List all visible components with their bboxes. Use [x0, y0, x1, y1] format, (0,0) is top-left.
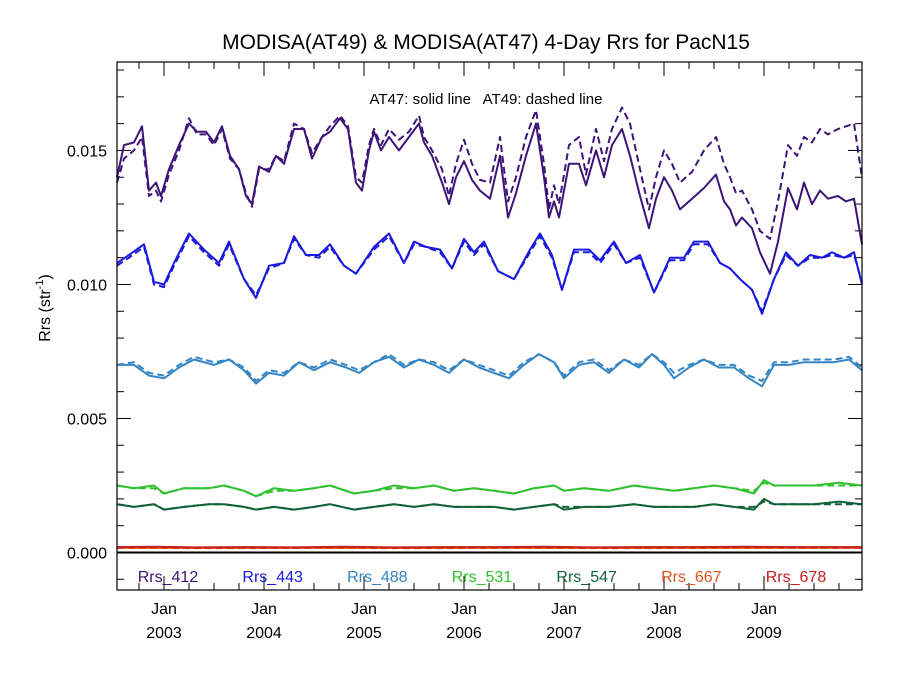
y-tick-label: 0.000	[67, 545, 107, 562]
x-tick-label-year: 2004	[246, 625, 282, 642]
series-rrs-443-dashed	[116, 235, 863, 313]
legend: Rrs_412 Rrs_443 Rrs_488 Rrs_531 Rrs_547 Rrs_6…	[138, 569, 827, 586]
plot-frame	[116, 61, 863, 591]
y-tick-label: 0.005	[67, 411, 107, 428]
legend-item-rrs-547: Rrs_547	[556, 569, 617, 586]
series-layer	[116, 106, 863, 550]
y-tick-label: 0.015	[67, 143, 107, 160]
legend-item-rrs-667: Rrs_667	[661, 569, 722, 586]
y-axis-label: Rrs (str-1)	[34, 274, 54, 342]
x-tick-label-month: Jan	[451, 601, 477, 618]
series-rrs-488-solid	[117, 353, 863, 388]
series-rrs-547-solid	[116, 497, 863, 511]
x-tick-label-month: Jan	[151, 601, 177, 618]
chart-title: MODISA(AT49) & MODISA(AT47) 4-Day Rrs fo…	[222, 31, 750, 54]
y-tick-label: 0.010	[67, 277, 107, 294]
y-axis-label-close: )	[37, 274, 54, 279]
y-axis-label-superscript: -1	[34, 280, 46, 290]
legend-item-rrs-488: Rrs_488	[347, 569, 408, 586]
series-rrs-412-dashed	[116, 106, 863, 240]
legend-item-rrs-443: Rrs_443	[242, 569, 303, 586]
x-tick-label-year: 2003	[146, 625, 182, 642]
y-axis-label-main: Rrs (str	[37, 289, 54, 342]
x-tick-label-month: Jan	[251, 601, 277, 618]
series-rrs-488-dashed	[116, 353, 863, 382]
series-rrs-678-solid	[116, 545, 862, 549]
x-tick-label-month: Jan	[651, 601, 677, 618]
series-rrs-412-solid	[116, 117, 863, 275]
legend-item-rrs-531: Rrs_531	[452, 569, 513, 586]
tick-labels: 0.000 0.005 0.010 0.015 Jan 2003 Jan 2004 Jan 200…	[67, 143, 782, 642]
series-rrs-443-solid	[116, 232, 863, 315]
x-tick-label-year: 2006	[446, 625, 482, 642]
legend-item-rrs-678: Rrs_678	[766, 569, 827, 586]
x-tick-label-month: Jan	[751, 601, 777, 618]
line-style-annotation: AT47: solid line AT49: dashed line	[370, 91, 603, 108]
x-tick-label-year: 2005	[346, 625, 382, 642]
x-tick-label-month: Jan	[351, 601, 377, 618]
x-tick-label-year: 2007	[546, 625, 582, 642]
series-rrs-547-dashed	[116, 500, 862, 511]
axis-ticks	[117, 62, 862, 590]
legend-item-rrs-412: Rrs_412	[138, 569, 199, 586]
series-rrs-531-solid	[116, 479, 863, 498]
x-tick-label-year: 2009	[746, 625, 782, 642]
x-tick-label-year: 2008	[646, 625, 682, 642]
x-tick-label-month: Jan	[551, 601, 577, 618]
